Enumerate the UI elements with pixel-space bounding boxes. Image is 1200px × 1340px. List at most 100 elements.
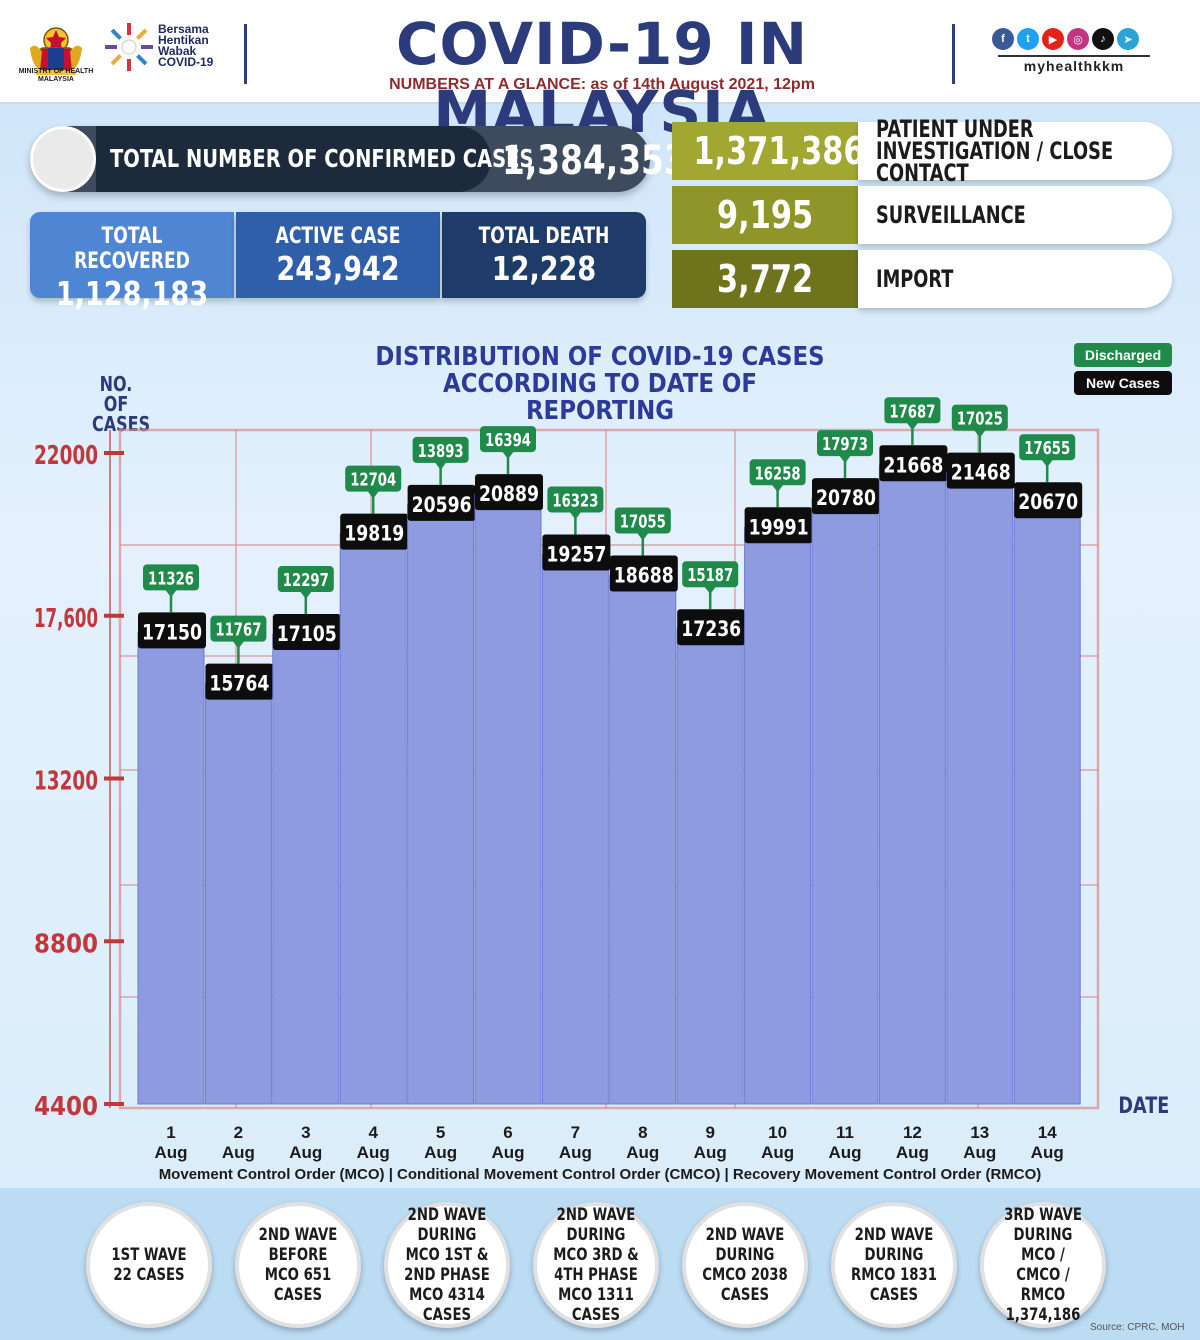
wave-text: 3RD WAVE DURING MCO / CMCO / RMCO 1,374,… [1004, 1205, 1082, 1325]
death-value: 12,228 [491, 249, 597, 288]
bar-new-cases [407, 504, 475, 1105]
discharged-pointer [906, 422, 919, 431]
category-label: SURVEILLANCE [876, 201, 1026, 229]
page-subtitle: NUMBERS AT A GLANCE: as of 14th August 2… [389, 76, 815, 93]
social-handle[interactable]: myhealthkkm [998, 55, 1150, 74]
recovered-value: 1,128,183 [55, 274, 209, 313]
x-tick-label-day: 4 [368, 1123, 378, 1142]
active-label: ACTIVE CASE [275, 224, 401, 249]
bar-new-cases [204, 683, 272, 1105]
new-cases-label: 19257 [546, 542, 606, 566]
new-cases-label-bg [609, 555, 678, 592]
discharged-pointer [636, 532, 649, 541]
x-tick-label-day: 14 [1038, 1123, 1057, 1142]
discharged-label-bg [547, 486, 604, 513]
bar-new-cases [676, 628, 744, 1105]
category-value: 3,772 [672, 250, 858, 308]
tiktok-icon[interactable]: ♪ [1092, 28, 1114, 50]
page-title: COVID-19 IN MALAYSIA [395, 10, 809, 146]
wave-text: 1ST WAVE 22 CASES [111, 1245, 187, 1285]
header-divider [244, 24, 247, 84]
discharged-pointer [502, 451, 514, 460]
source-note: Source: CPRC, MOH [1090, 1322, 1185, 1333]
y-tick-label: 4400 [34, 1092, 98, 1122]
wave-text: 2ND WAVE DURING RMCO 1831 CASES [851, 1225, 937, 1305]
category-row-pui: 1,371,386 PATIENT UNDER INVESTIGATION / … [672, 117, 1172, 185]
new-cases-label-bg [812, 478, 880, 515]
telegram-icon[interactable]: ➤ [1117, 28, 1139, 50]
x-tick-label-day: 5 [436, 1123, 445, 1142]
category-row-surveillance: 9,195 SURVEILLANCE [672, 186, 1172, 244]
x-tick-label-day: 7 [571, 1123, 580, 1142]
instagram-icon[interactable]: ◎ [1067, 28, 1089, 50]
discharged-label-bg [480, 426, 536, 453]
x-tick-label-month: Aug [289, 1143, 322, 1162]
x-tick-label-day: 3 [301, 1123, 310, 1142]
recovered-box: TOTAL RECOVERED 1,128,183 [30, 212, 234, 313]
wave-text: 2ND WAVE BEFORE MCO 651 CASES [258, 1225, 338, 1305]
x-tick-label-day: 11 [836, 1123, 854, 1142]
wave-circle: 2ND WAVE DURING MCO 1ST & 2ND PHASE MCO … [384, 1202, 510, 1328]
bar-new-cases [272, 633, 340, 1105]
new-cases-label-bg [475, 474, 543, 511]
discharged-label-bg [345, 465, 402, 492]
discharged-pointer [771, 484, 784, 493]
new-cases-label: 20596 [412, 493, 472, 517]
twitter-icon[interactable]: t [1017, 28, 1039, 50]
discharged-label: 16394 [485, 430, 531, 451]
y-tick-label: 17,600 [34, 604, 98, 634]
discharged-pointer [704, 586, 717, 595]
confirmed-value: 1,384,353 [502, 138, 687, 184]
x-tick-label-month: Aug [357, 1143, 390, 1162]
x-tick-label-month: Aug [424, 1143, 457, 1162]
bar-new-cases [744, 526, 812, 1105]
x-tick-label-month: Aug [491, 1143, 524, 1162]
new-cases-label-bg [879, 445, 948, 482]
active-box: ACTIVE CASE 243,942 [236, 212, 440, 298]
x-tick-label-day: 9 [705, 1123, 714, 1142]
confirmed-cases-banner: TOTAL NUMBER OF CONFIRMED CASES 1,384,35… [30, 126, 687, 192]
bar-new-cases [609, 575, 677, 1105]
campaign-line: Bersama [158, 22, 209, 36]
bar-new-cases [811, 497, 879, 1105]
discharged-label: 11326 [148, 568, 194, 589]
x-tick-label-day: 13 [970, 1123, 989, 1142]
discharged-label: 16258 [755, 463, 801, 484]
y-tick-label: 8800 [34, 929, 98, 959]
discharged-label: 13893 [418, 441, 464, 462]
category-value: 1,371,386 [672, 122, 865, 180]
new-cases-label-bg [677, 609, 746, 646]
discharged-label-bg [884, 397, 941, 424]
ministry-crest-icon [30, 27, 82, 75]
active-value: 243,942 [276, 249, 400, 288]
discharged-label: 11767 [215, 620, 261, 641]
facebook-icon[interactable]: f [992, 28, 1014, 50]
new-cases-label-bg [205, 663, 274, 700]
bar-new-cases [339, 533, 407, 1105]
discharged-label: 17025 [957, 409, 1003, 430]
bar-new-cases [474, 493, 542, 1105]
discharged-label-bg [277, 566, 334, 593]
new-cases-label: 17105 [277, 622, 337, 646]
category-label-box: SURVEILLANCE [858, 186, 1172, 244]
discharged-label-bg [412, 436, 469, 463]
x-tick-label-month: Aug [559, 1143, 592, 1162]
x-tick-label-month: Aug [761, 1143, 794, 1162]
new-cases-label-bg [744, 507, 813, 544]
x-tick-label-month: Aug [1031, 1143, 1064, 1162]
discharged-label: 17973 [822, 434, 868, 455]
x-tick-label-month: Aug [626, 1143, 659, 1162]
campaign-logo-icon [105, 23, 153, 71]
youtube-icon[interactable]: ▶ [1042, 28, 1064, 50]
mco-legend-line: Movement Control Order (MCO) | Condition… [158, 1166, 1042, 1183]
x-tick-label-day: 12 [903, 1123, 922, 1142]
header-divider [952, 24, 955, 84]
new-cases-label-bg [340, 513, 409, 550]
discharged-label: 17055 [620, 512, 666, 533]
discharged-label-bg [951, 404, 1008, 431]
category-label: IMPORT [876, 265, 954, 293]
x-tick-label-day: 6 [503, 1123, 512, 1142]
x-tick-label-month: Aug [694, 1143, 727, 1162]
discharged-label-bg [682, 561, 739, 588]
new-cases-label-bg [542, 534, 611, 571]
